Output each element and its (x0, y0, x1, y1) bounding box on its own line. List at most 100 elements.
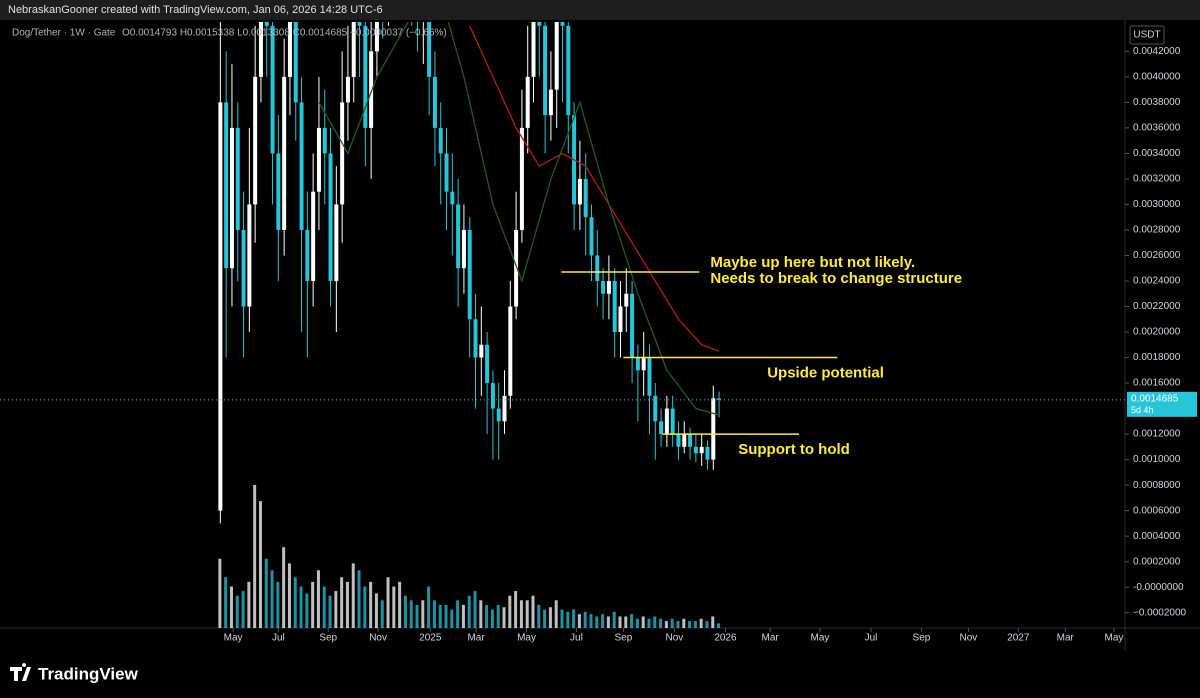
candle-body (374, 22, 379, 52)
volume-bar (485, 604, 489, 628)
candle-body (502, 395, 507, 422)
volume-bar (427, 586, 431, 628)
volume-bar (647, 618, 651, 628)
moving-average (469, 25, 720, 352)
y-tick-label: 0.0026000 (1133, 250, 1181, 261)
y-tick-label: −0.0002000 (1133, 607, 1187, 618)
volume-bar (311, 581, 315, 628)
volume-bar (369, 581, 373, 628)
candle-body (357, 22, 362, 26)
candle-body (224, 102, 229, 269)
volume-bar (717, 623, 721, 628)
candle-body (369, 51, 374, 128)
plot-area (218, 22, 722, 628)
y-tick-label: 0.0002000 (1133, 556, 1181, 567)
volume-bar (595, 616, 599, 628)
volume-bar (670, 618, 674, 628)
volume-bar (287, 563, 291, 628)
y-tick-label: 0.0016000 (1133, 378, 1181, 389)
candle-body (618, 306, 623, 333)
candle-body (316, 127, 321, 192)
candle-body (682, 434, 687, 447)
volume-bar (508, 595, 512, 628)
volume-bar (235, 595, 239, 628)
candle-body (322, 127, 327, 154)
candle-body (311, 191, 316, 281)
candle-body (444, 153, 449, 192)
volume-bar (316, 570, 320, 628)
volume-bar (618, 616, 622, 628)
volume-bar (688, 621, 692, 628)
volume-bar (630, 614, 634, 628)
candle-body (438, 127, 443, 154)
candle-body (548, 89, 553, 116)
volume-bar (392, 586, 396, 628)
y-tick-label: 0.0018000 (1133, 352, 1181, 363)
candle-body (595, 255, 600, 281)
volume-bar (270, 570, 274, 628)
volume-bar (328, 595, 332, 628)
y-tick-label: 0.0004000 (1133, 531, 1181, 542)
y-tick-label: 0.0032000 (1133, 174, 1181, 185)
candle-body (293, 22, 298, 103)
candle-body (624, 293, 629, 307)
volume-bar (589, 614, 593, 628)
volume-bar (525, 600, 529, 628)
candle-body (270, 25, 275, 154)
volume-bar (444, 604, 448, 628)
volume-bar (641, 616, 645, 628)
candle-body (583, 178, 588, 218)
candle-body (699, 446, 704, 454)
volume-bar (432, 600, 436, 628)
volume-bar (601, 614, 605, 628)
volume-bar (473, 591, 477, 628)
volume-bar (299, 586, 303, 628)
volume-bar (664, 621, 668, 628)
y-tick-label: 0.0020000 (1133, 327, 1181, 338)
x-tick-label: May (811, 633, 830, 644)
volume-bar (398, 581, 402, 628)
x-tick-label: Sep (319, 633, 337, 644)
candle-body (693, 446, 698, 454)
x-tick-label: 2025 (419, 633, 442, 644)
candle-body (328, 153, 333, 281)
y-tick-label: 0.0028000 (1133, 225, 1181, 236)
candle-body (258, 22, 263, 77)
x-tick-label: Jul (865, 633, 878, 644)
volume-bar (606, 616, 610, 628)
candle-body (601, 280, 606, 294)
countdown: 5d 4h (1131, 405, 1154, 415)
candle-body (218, 102, 223, 511)
volume-bar (682, 618, 686, 628)
x-tick-label: Nov (666, 633, 684, 644)
candle-body (635, 357, 640, 371)
y-tick-label: 0.0022000 (1133, 301, 1181, 312)
candle-body (299, 102, 304, 230)
volume-bar (560, 609, 564, 628)
volume-bar (711, 616, 715, 628)
volume-bar (456, 600, 460, 628)
volume-bar (537, 604, 541, 628)
y-tick-label: 0.0042000 (1133, 46, 1181, 57)
candle-body (496, 408, 501, 422)
candle-body (554, 22, 559, 90)
candle-body (612, 280, 617, 333)
x-tick-label: Sep (913, 633, 931, 644)
currency-box[interactable] (1129, 25, 1165, 45)
candle-body (467, 229, 472, 320)
x-tick-label: May (224, 633, 243, 644)
candle-body (647, 357, 652, 396)
volume-bar (438, 604, 442, 628)
candle-body (630, 293, 635, 358)
annotation-text: Support to hold (738, 441, 850, 458)
volume-bar (357, 570, 361, 628)
volume-bar (276, 581, 280, 628)
x-tick-label: Nov (960, 633, 978, 644)
legend-values: O0.0014793 H0.0015338 L0.0013308 C0.0014… (122, 28, 447, 39)
candle-body (247, 204, 252, 307)
volume-bar (282, 547, 286, 628)
candle-body (334, 204, 339, 281)
candle-body (253, 76, 258, 205)
tradingview-logo (10, 663, 31, 681)
